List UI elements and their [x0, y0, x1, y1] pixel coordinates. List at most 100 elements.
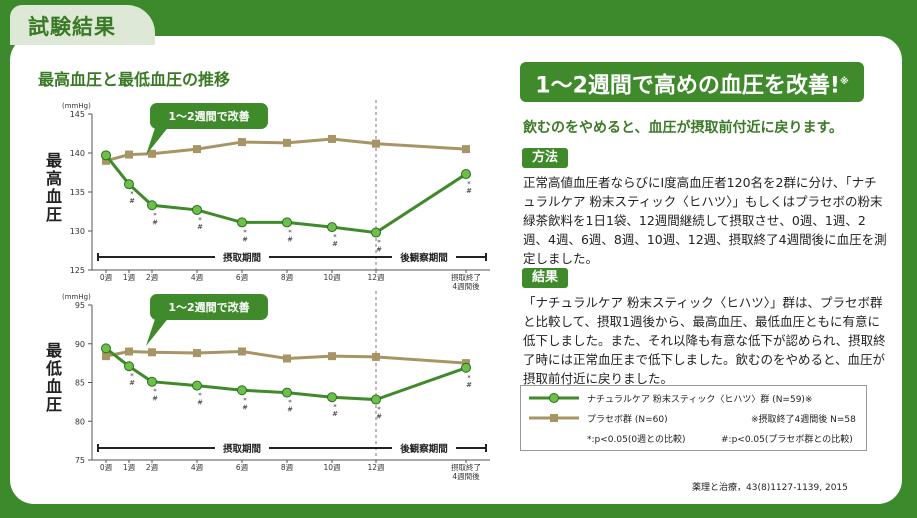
method-text: 正常高値血圧者ならびにⅠ度高血圧者120名を2群に分け、「ナチュラルケア 粉末ス…: [523, 175, 887, 266]
chart1-sig-mark-6-1: #: [332, 240, 338, 248]
chart2-xtick-label-6: 10週: [323, 463, 341, 472]
chart1-xtick-label-2: 2週: [146, 273, 159, 282]
chart1-point-olive-7: [372, 139, 380, 148]
chart1-callout-pointer: [146, 125, 170, 155]
chart1-xtick-label-7: 12週: [367, 273, 385, 282]
chart1-ytick-label-145: 145: [70, 110, 85, 119]
chart1-callout-text: 1〜2週間で改善: [168, 109, 249, 123]
chart-title: 最高血圧と最低血圧の推移: [38, 70, 231, 89]
result-text: 「ナチュラルケア 粉末スティック〈ヒハツ〉」群は、プラセボ群と比較して、摂取1週…: [523, 295, 886, 386]
chart1-xtick-label-1: 1週: [123, 273, 136, 282]
legend-note-1: ※摂取終了4週間後 N=58: [751, 415, 856, 425]
headline: 1〜2週間で高めの血圧を改善!※: [520, 62, 864, 102]
chart2-ytick-label-90: 90: [75, 340, 85, 349]
chart2-sig-mark-2-0: *: [153, 388, 157, 396]
legend-note-3: #:p<0.05(プラセボ群との比較): [721, 435, 853, 445]
legend-item-2: プラセボ群 (N=60): [587, 415, 668, 425]
legend-swatches: [529, 393, 579, 422]
chart1-point-green-4: [237, 217, 247, 228]
chart2-point-olive-7: [372, 352, 380, 361]
chart1-xtick-label-3: 4週: [191, 273, 204, 282]
chart1-sig-mark-2-0: *: [153, 211, 157, 219]
chart1-sig-mark-4-0: *: [243, 228, 247, 236]
chart2-sig-mark-7-0: *: [377, 406, 381, 414]
chart1-xtick-label-0: 0週: [100, 273, 113, 282]
chart2-ytick-label-85: 85: [75, 379, 85, 388]
chart1-point-olive-1: [125, 150, 133, 159]
headline-text: 1〜2週間で高めの血圧を改善!: [535, 73, 840, 99]
chart2-point-olive-5: [283, 354, 291, 363]
result-badge: 結果: [522, 268, 569, 288]
chart2-sig-mark-5-0: *: [288, 399, 292, 407]
chart1-point-green-8: [461, 169, 471, 180]
subheading: 飲むのをやめると、血圧が摂取前付近に戻ります。: [523, 120, 844, 136]
chart2-ylabel: 最低血圧: [43, 342, 62, 414]
headline-note: ※: [839, 77, 849, 87]
chart2-point-olive-0: [102, 352, 110, 361]
chart1-sig-mark-8-0: *: [467, 180, 471, 188]
chart2-xtick-label-5: 8週: [281, 463, 294, 472]
chart1-xtick-label-8-b: 4週間後: [452, 281, 480, 291]
chart1-sig-mark-7-1: #: [376, 246, 382, 254]
chart1-point-olive-2: [148, 149, 156, 158]
chart2-point-olive-4: [238, 347, 246, 356]
chart2-point-green-5: [282, 387, 292, 398]
chart2-point-green-2: [147, 376, 157, 387]
chart1-point-olive-4: [238, 138, 246, 147]
chart2-sig-mark-4-0: *: [243, 396, 247, 404]
chart1-point-green-7: [371, 227, 381, 238]
chart1-callout-box: [150, 103, 268, 129]
chart1-sig-mark-3-0: *: [198, 216, 202, 224]
chart2-callout-box: [150, 294, 268, 320]
chart1-point-olive-6: [328, 134, 336, 143]
chart2-ytick-label-95: 95: [75, 301, 85, 310]
chart1-ylabel: 最高血圧: [43, 152, 62, 224]
section-tab-label: 試験結果: [28, 15, 116, 39]
chart2-xtick-label-8: 摂取終了: [451, 462, 481, 472]
chart1-sig-mark-2-1: #: [152, 218, 158, 226]
chart2-sig-mark-4-1: #: [242, 403, 248, 411]
chart1-sig-mark-4-1: #: [242, 235, 248, 243]
chart2-point-green-1: [124, 361, 134, 372]
chart1-period-intake-bg: [215, 250, 269, 263]
chart1-ytick-label-130: 130: [70, 227, 85, 236]
chart1-point-olive-3: [193, 145, 201, 154]
chart1-sig-mark-3-1: #: [197, 223, 203, 231]
chart2-xtick-label-7: 12週: [367, 463, 385, 472]
chart2-ytick-label-80: 80: [75, 417, 85, 426]
chart2-xtick-label-8-b: 4週間後: [452, 471, 480, 481]
chart1-sig-mark-5-0: *: [288, 228, 292, 236]
chart2-point-green-0: [101, 343, 111, 354]
chart1-sig-mark-6-0: *: [333, 233, 337, 241]
chart2-xtick-label-2: 2週: [146, 463, 159, 472]
chart1-sig-mark-5-1: #: [287, 235, 293, 243]
chart2-sig-mark-8-0: *: [467, 374, 471, 382]
chart2-period-observe-bg: [392, 441, 456, 454]
chart2-sig-mark-3-0: *: [198, 392, 202, 400]
chart2-sig-mark-8-1: #: [466, 381, 472, 389]
chart1-xtick-label-6: 10週: [323, 273, 341, 282]
chart2-xtick-label-4: 6週: [236, 463, 249, 472]
chart1-point-green-2: [147, 200, 157, 211]
chart2-xtick-label-0: 0週: [100, 463, 113, 472]
chart2-point-green-3: [192, 380, 202, 391]
chart2-point-olive-2: [148, 348, 156, 357]
chart2-point-green-8: [461, 362, 471, 373]
legend-olive-marker: [550, 414, 558, 422]
chart1-sig-mark-7-0: *: [377, 239, 381, 247]
chart2-unit: (mmHg): [62, 293, 91, 301]
chart1-point-green-1: [124, 179, 134, 190]
chart1-point-green-6: [327, 222, 337, 233]
chart2-point-green-6: [327, 392, 337, 403]
chart2-point-olive-6: [328, 352, 336, 361]
chart1-point-olive-5: [283, 138, 291, 147]
citation: 薬理と治療，43(8)1127-1139, 2015: [692, 483, 848, 493]
chart1-point-green-5: [282, 217, 292, 228]
chart2-point-olive-3: [193, 349, 201, 358]
chart2-sig-mark-2-1: #: [152, 395, 158, 403]
chart2-callout-pointer: [146, 316, 170, 346]
chart1-sig-mark-1-1: #: [129, 197, 135, 205]
chart1-xtick-label-8: 摂取終了: [451, 272, 481, 282]
